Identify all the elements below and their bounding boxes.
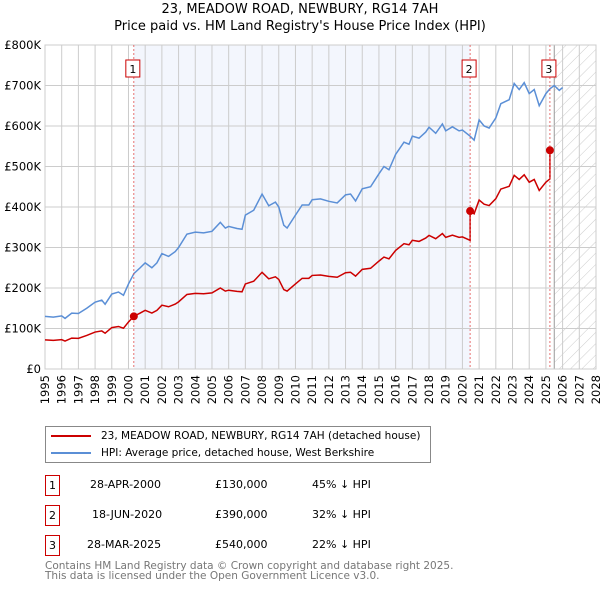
legend-label-hpi: HPI: Average price, detached house, West… [101, 447, 375, 459]
x-tick-label: 2005 [205, 375, 219, 404]
x-tick-label: 2022 [489, 375, 503, 404]
x-tick-label: 2012 [322, 375, 336, 404]
chart-subtitle: Price paid vs. HM Land Registry's House … [114, 19, 486, 34]
x-tick-label: 2021 [472, 375, 486, 404]
line-chart: 1995 1996 1997 1998 1999 2000 2001 2002 2003 2004… [4, 38, 600, 404]
sale-marker-box: 1 [45, 475, 60, 496]
x-tick-label: 2014 [355, 375, 369, 404]
x-tick-label: 2023 [506, 375, 520, 404]
x-tick-label: 1996 [55, 375, 69, 404]
sale-price: £130,000 [215, 478, 268, 491]
x-tick-label: 2008 [255, 375, 269, 404]
x-tick-label: 2001 [138, 375, 152, 404]
sale-price: £540,000 [215, 538, 268, 551]
legend-label-price: 23, MEADOW ROAD, NEWBURY, RG14 7AH (deta… [101, 430, 421, 442]
x-tick-label: 2024 [522, 375, 536, 404]
hpi-line [44, 81, 564, 320]
sale-date: 18-JUN-2020 [92, 508, 163, 521]
y-tick-label: £400K [4, 200, 41, 214]
x-tick-label: 2025 [539, 375, 553, 404]
sale-label: 3 [545, 63, 552, 76]
sale-label-box [125, 59, 141, 78]
x-tick-label: 2006 [222, 375, 236, 404]
x-tick-label: 2017 [405, 375, 419, 404]
x-tick-label: 1997 [71, 375, 85, 404]
sale-label: 2 [466, 63, 473, 76]
sale-price: £390,000 [215, 508, 268, 521]
legend-item-price: 23, MEADOW ROAD, NEWBURY, RG14 7AH (deta… [51, 428, 420, 444]
x-tick-label: 2002 [155, 375, 169, 404]
sale-row: 1 28-APR-2000 £130,000 45% ↓ HPI [45, 475, 445, 497]
x-tick-label: 2013 [339, 375, 353, 404]
sale-point [129, 312, 138, 321]
legend-item-hpi: HPI: Average price, detached house, West… [51, 445, 374, 461]
sale-point [466, 207, 475, 216]
x-tick-label: 2028 [589, 375, 600, 404]
sale-point [545, 146, 554, 155]
sale-row: 2 18-JUN-2020 £390,000 32% ↓ HPI [45, 505, 445, 527]
x-tick-label: 2004 [188, 375, 202, 404]
y-tick-label: £300K [4, 241, 41, 255]
x-tick-label: 1995 [38, 375, 52, 404]
x-tick-label: 1998 [88, 375, 102, 404]
x-tick-label: 2009 [272, 375, 286, 404]
x-tick-label: 2016 [389, 375, 403, 404]
x-tick-label: 2020 [455, 375, 469, 404]
sale-label-box [541, 59, 557, 78]
x-tick-label: 2026 [556, 375, 570, 404]
sale-marker-box: 2 [45, 505, 60, 526]
sale-marker-box: 3 [45, 535, 60, 556]
x-tick-label: 2015 [372, 375, 386, 404]
footer-attribution: Contains HM Land Registry data © Crown c… [45, 560, 454, 582]
x-tick-label: 2010 [288, 375, 302, 404]
x-tick-label: 2019 [439, 375, 453, 404]
y-tick-label: £200K [4, 281, 41, 295]
x-tick-label: 1999 [105, 375, 119, 404]
sale-date: 28-MAR-2025 [87, 538, 162, 551]
sale-hpi-diff: 22% ↓ HPI [312, 538, 371, 551]
x-tick-label: 2007 [238, 375, 252, 404]
y-tick-label: £100K [4, 322, 41, 336]
sale-hpi-diff: 32% ↓ HPI [312, 508, 371, 521]
footer-line-1: Contains HM Land Registry data © Crown c… [45, 560, 454, 572]
x-tick-label: 2000 [121, 375, 135, 404]
legend-swatch-hpi [51, 452, 91, 454]
footer-line-2: This data is licensed under the Open Gov… [45, 570, 380, 582]
sale-row: 3 28-MAR-2025 £540,000 22% ↓ HPI [45, 535, 445, 557]
sale-hpi-diff: 45% ↓ HPI [312, 478, 371, 491]
chart-title: 23, MEADOW ROAD, NEWBURY, RG14 7AH [161, 2, 439, 17]
y-tick-label: £500K [4, 160, 41, 174]
legend: 23, MEADOW ROAD, NEWBURY, RG14 7AH (deta… [45, 426, 431, 463]
x-tick-label: 2027 [572, 375, 586, 404]
sale-date: 28-APR-2000 [90, 478, 162, 491]
y-tick-label: £600K [4, 119, 41, 133]
y-tick-label: £700K [4, 79, 41, 93]
sale-label: 1 [129, 63, 136, 76]
y-tick-label: £0 [26, 362, 41, 376]
legend-swatch-price [51, 435, 91, 437]
x-tick-label: 2018 [422, 375, 436, 404]
x-tick-label: 2011 [305, 375, 319, 404]
y-tick-label: £800K [4, 38, 41, 52]
x-tick-label: 2003 [172, 375, 186, 404]
sale-label-box [461, 59, 477, 78]
